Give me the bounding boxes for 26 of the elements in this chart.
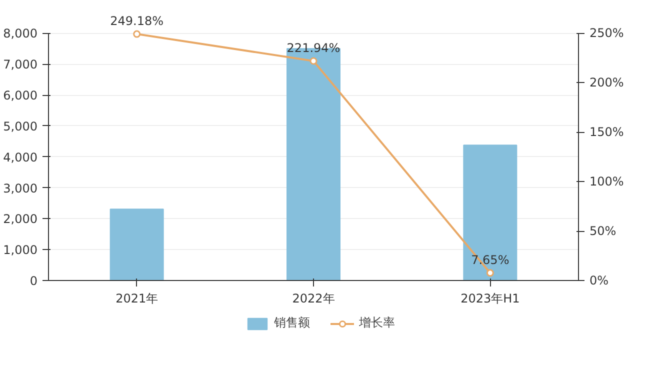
bar <box>110 208 164 280</box>
y-tick-label: 4,000 <box>3 150 38 164</box>
y-tick-label: 7,000 <box>3 58 38 72</box>
y-tick-label: 3,000 <box>3 181 38 196</box>
y-tick-label: 1,000 <box>3 243 38 258</box>
x-tick-label: 2021年 <box>116 292 158 306</box>
y2-tick-label: 250% <box>590 26 624 40</box>
y2-tick-label: 0% <box>590 274 609 288</box>
y2-tick-label: 150% <box>590 125 624 140</box>
data-label: 249.18% <box>110 14 164 28</box>
y-tick-label: 5,000 <box>3 119 38 134</box>
point <box>486 269 494 277</box>
x-tick-label: 2023年H1 <box>460 292 520 306</box>
legend-label: 增长率 <box>359 314 395 332</box>
y-tick-label: 0 <box>30 274 38 288</box>
y-tick-label: 8,000 <box>3 26 38 41</box>
y-tick-label: 6,000 <box>3 88 38 103</box>
legend-label: 销售额 <box>274 314 310 332</box>
y-tick-label: 2,000 <box>3 212 38 226</box>
point <box>310 57 318 65</box>
y2-tick-label: 100% <box>590 174 624 189</box>
bar <box>463 144 518 280</box>
y2-tick-label: 200% <box>590 76 624 90</box>
x-tick-label: 2022年 <box>292 292 335 306</box>
y2-tick-label: 50% <box>590 224 616 238</box>
point <box>133 30 141 38</box>
